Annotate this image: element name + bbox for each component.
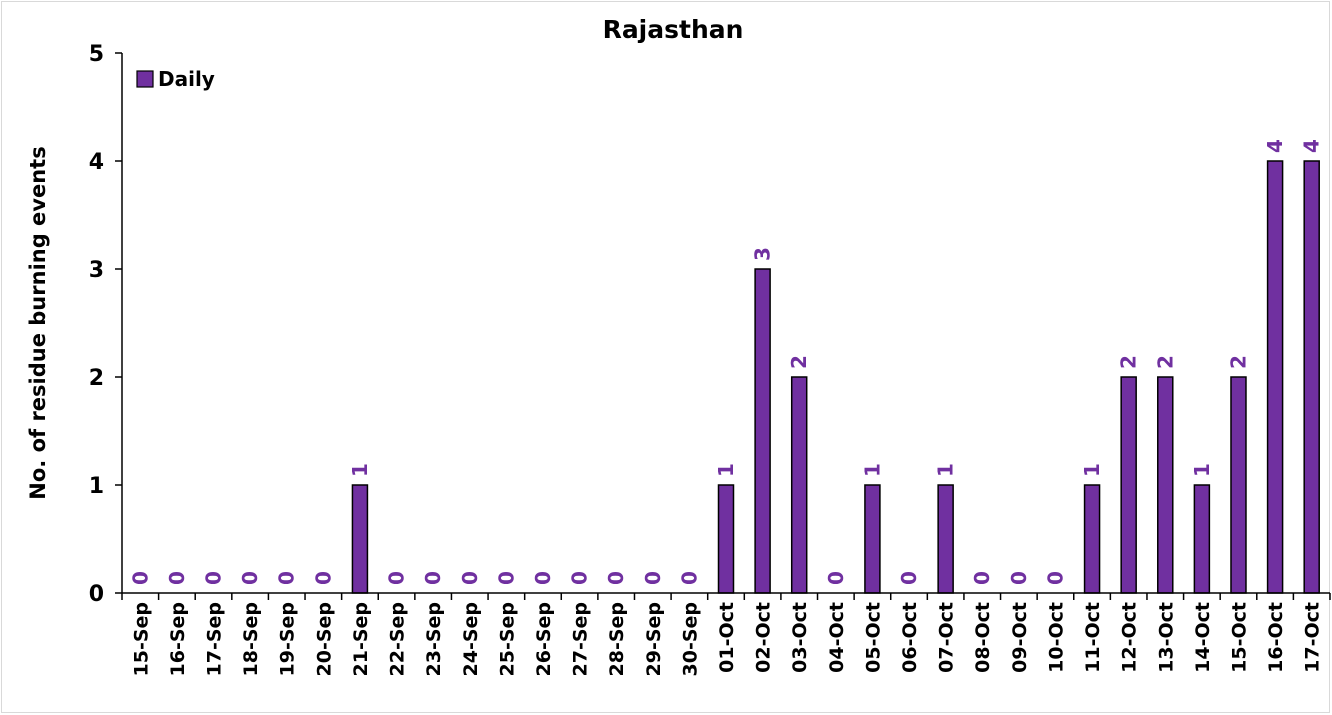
- data-label: 0: [238, 571, 262, 585]
- data-label: 1: [1080, 463, 1104, 477]
- x-tick-label: 20-Sep: [313, 602, 335, 677]
- data-label: 2: [1153, 355, 1177, 369]
- data-label: 2: [1117, 355, 1141, 369]
- x-tick-label: 28-Sep: [606, 602, 628, 677]
- data-label: 0: [824, 571, 848, 585]
- x-tick-label: 27-Sep: [570, 602, 592, 677]
- x-tick-label: 01-Oct: [716, 602, 738, 673]
- x-tick-label: 23-Sep: [423, 602, 445, 677]
- x-tick-label: 29-Sep: [643, 602, 665, 677]
- bar: [1266, 160, 1284, 594]
- x-tick-label: 11-Oct: [1082, 602, 1104, 673]
- x-tick-label: 13-Oct: [1155, 602, 1177, 673]
- data-label: 0: [897, 571, 921, 585]
- y-tick-label: 4: [89, 150, 104, 175]
- data-label: 0: [385, 571, 409, 585]
- data-label: 1: [714, 463, 738, 477]
- data-label: 0: [568, 571, 592, 585]
- bar: [1157, 376, 1174, 594]
- x-tick-label: 17-Sep: [204, 602, 226, 677]
- data-label: 0: [1007, 571, 1031, 585]
- bar: [790, 376, 808, 594]
- data-label: 1: [1190, 463, 1214, 477]
- data-label: 0: [128, 571, 152, 585]
- data-label: 0: [421, 571, 445, 585]
- y-tick-label: 0: [89, 582, 104, 607]
- data-label: 0: [1043, 571, 1067, 585]
- data-label: 0: [202, 571, 226, 585]
- x-tick-label: 17-Oct: [1302, 602, 1324, 673]
- bar: [754, 268, 771, 594]
- data-label: 2: [787, 355, 811, 369]
- bar: [351, 484, 369, 594]
- x-tick-label: 24-Sep: [460, 602, 482, 677]
- x-tick-label: 25-Sep: [496, 602, 518, 677]
- data-label: 4: [1300, 139, 1324, 153]
- data-label: 2: [1226, 355, 1250, 369]
- x-tick-label: 15-Sep: [130, 602, 152, 677]
- y-axis-label: No. of residue burning events: [26, 146, 50, 499]
- bar: [864, 484, 881, 594]
- data-label: 3: [751, 247, 775, 261]
- x-tick-label: 06-Oct: [899, 602, 921, 673]
- bar: [1120, 376, 1137, 594]
- x-tick-label: 16-Oct: [1265, 602, 1287, 673]
- y-tick-labels: 0 1 2 3 4 5: [89, 42, 104, 607]
- x-tick-label: 10-Oct: [1045, 602, 1067, 673]
- x-tick-label: 15-Oct: [1228, 602, 1250, 673]
- x-tick-label: 03-Oct: [789, 602, 811, 673]
- bar: [1193, 484, 1211, 594]
- chart-title: Rajasthan: [603, 15, 744, 44]
- bars: [351, 160, 1320, 594]
- data-label: 0: [970, 571, 994, 585]
- y-tick-label: 1: [89, 474, 104, 499]
- data-label: 1: [348, 463, 372, 477]
- data-label: 0: [641, 571, 665, 585]
- x-tick-label: 18-Sep: [240, 602, 262, 677]
- data-label: 1: [860, 463, 884, 477]
- x-tick-label: 04-Oct: [826, 602, 848, 673]
- data-label: 0: [531, 571, 555, 585]
- x-tick-label: 02-Oct: [753, 602, 775, 673]
- bar: [1230, 376, 1247, 594]
- x-tick-label: 12-Oct: [1119, 602, 1141, 673]
- x-tick-label: 19-Sep: [277, 602, 299, 677]
- bar: [1303, 160, 1320, 594]
- data-label: 0: [275, 571, 299, 585]
- x-tick-label: 14-Oct: [1192, 602, 1214, 673]
- x-tick-label: 30-Sep: [679, 602, 701, 677]
- x-tick-labels: 15-Sep 16-Sep 17-Sep 18-Sep 19-Sep 20-Sep 21-S…: [130, 602, 1323, 677]
- data-label: 1: [934, 463, 958, 477]
- data-label: 0: [677, 571, 701, 585]
- x-tick-label: 05-Oct: [862, 602, 884, 673]
- data-label: 0: [165, 571, 189, 585]
- x-tick-label: 09-Oct: [1009, 602, 1031, 673]
- data-label: 0: [494, 571, 518, 585]
- x-tick-label: 07-Oct: [936, 602, 958, 673]
- data-label: 0: [311, 571, 335, 585]
- data-label: 4: [1263, 139, 1287, 153]
- y-tick-label: 3: [89, 258, 104, 283]
- y-tick-label: 5: [89, 42, 104, 67]
- legend-label: Daily: [158, 67, 215, 91]
- bar: [717, 484, 735, 594]
- y-tick-label: 2: [89, 366, 104, 391]
- x-tick-label: 22-Sep: [387, 602, 409, 677]
- x-tick-label: 26-Sep: [533, 602, 555, 677]
- axes: [115, 52, 1331, 600]
- legend: Daily: [136, 67, 215, 91]
- bar: [937, 484, 954, 594]
- x-tick-label: 21-Sep: [350, 602, 372, 677]
- x-tick-label: 16-Sep: [167, 602, 189, 677]
- bar: [1083, 484, 1101, 594]
- data-label: 0: [604, 571, 628, 585]
- x-tick-label: 08-Oct: [972, 602, 994, 673]
- data-label: 0: [458, 571, 482, 585]
- legend-swatch: [136, 70, 154, 88]
